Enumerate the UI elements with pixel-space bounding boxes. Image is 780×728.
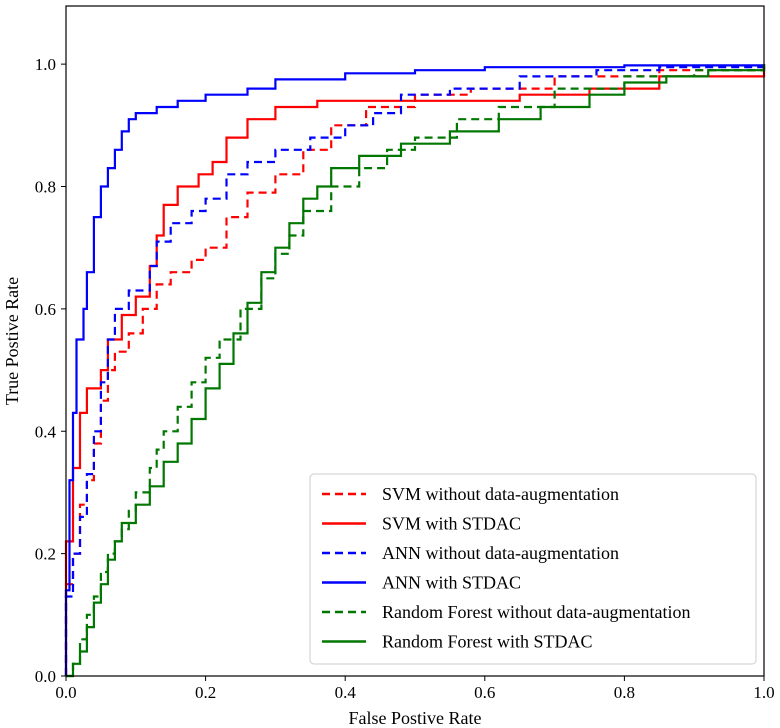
legend-label: ANN without data-augmentation — [382, 543, 619, 563]
x-tick-label: 0.0 — [55, 683, 76, 702]
y-tick-label: 0.8 — [35, 178, 56, 197]
x-axis-label: False Postive Rate — [349, 708, 482, 728]
y-tick-label: 1.0 — [35, 55, 56, 74]
series-layer — [64, 64, 766, 678]
x-tick-label: 1.0 — [753, 683, 774, 702]
y-tick-label: 0.4 — [35, 422, 57, 441]
series-line-1 — [64, 64, 766, 676]
y-tick-label: 0.6 — [35, 300, 56, 319]
legend-box — [309, 473, 757, 665]
plot-frame — [65, 5, 765, 677]
y-axis-label: True Postive Rate — [2, 277, 22, 405]
x-tick-label: 0.4 — [335, 683, 357, 702]
legend-label: Random Forest without data-augmentation — [382, 602, 690, 622]
legend-label: SVM without data-augmentation — [382, 484, 619, 504]
series-line-2 — [64, 64, 766, 676]
x-tick-label: 0.2 — [195, 683, 216, 702]
series-line-3 — [64, 64, 766, 676]
legend-label: ANN with STDAC — [382, 573, 521, 593]
legend: SVM without data-augmentation SVM with ST… — [309, 473, 757, 665]
axis-layer: 0.0 0.2 0.4 0.6 0.8 1.0 0.0 0.2 0.4 0.6 0.8 1.0 Fals… — [2, 5, 775, 728]
x-tick-label: 0.8 — [614, 683, 635, 702]
series-line-4 — [64, 64, 766, 676]
x-tick-label: 0.6 — [474, 683, 495, 702]
legend-label: Random Forest with STDAC — [382, 632, 593, 652]
y-tick-label: 0.2 — [35, 545, 56, 564]
legend-label: SVM with STDAC — [382, 514, 521, 534]
series-line-6 — [66, 64, 766, 678]
y-tick-label: 0.0 — [35, 667, 56, 686]
series-line-5 — [66, 64, 766, 678]
